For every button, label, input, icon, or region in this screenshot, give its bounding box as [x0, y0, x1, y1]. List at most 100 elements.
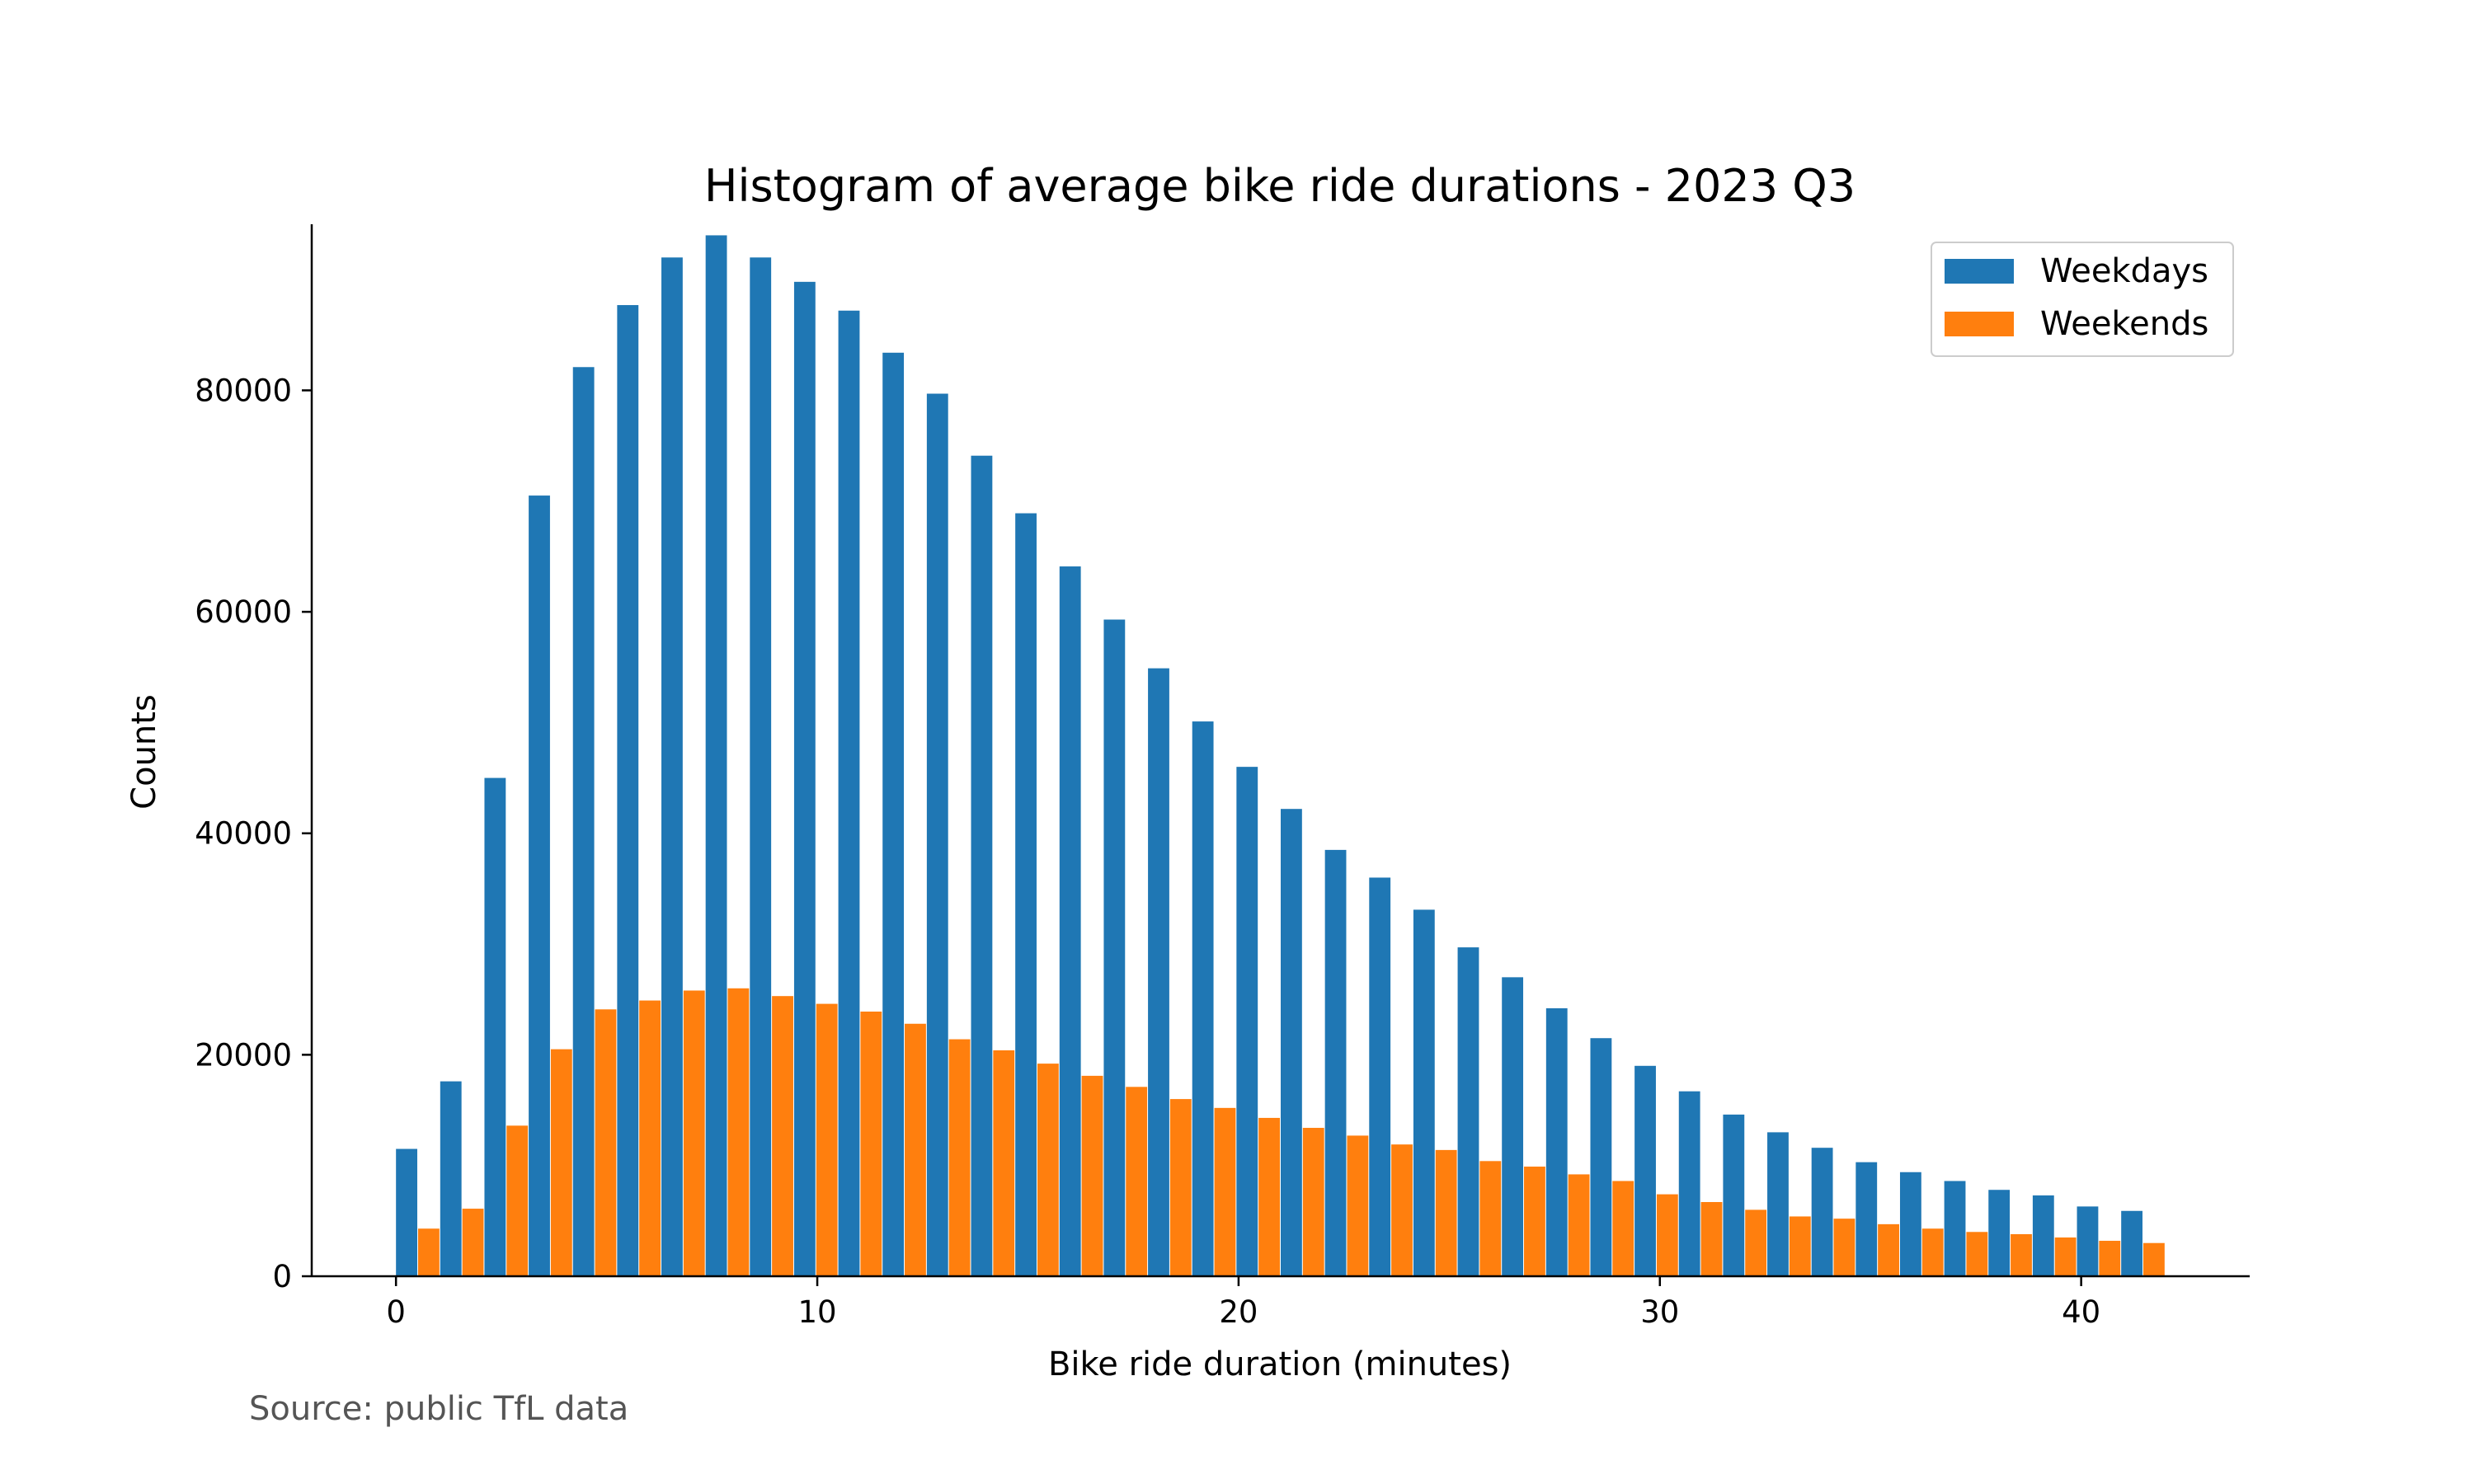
bar-weekends-1: [462, 1209, 484, 1276]
bar-weekends-39: [2143, 1242, 2165, 1276]
x-tick-label: 10: [797, 1294, 836, 1330]
source-note: Source: public TfL data: [249, 1390, 628, 1428]
bar-weekends-29: [1700, 1202, 1723, 1276]
bar-weekends-11: [905, 1023, 926, 1276]
bar-weekends-8: [772, 996, 793, 1276]
bar-weekends-3: [550, 1049, 572, 1276]
x-ticks-group: 0 10 20 30 40: [386, 1276, 2100, 1330]
bar-weekdays-39: [2121, 1210, 2143, 1276]
bar-weekdays-27: [1590, 1038, 1612, 1276]
bar-weekends-34: [1921, 1228, 1944, 1276]
x-axis-label: Bike ride duration (minutes): [1048, 1345, 1512, 1383]
bar-weekdays-34: [1899, 1172, 1921, 1276]
bar-weekdays-11: [882, 352, 905, 1277]
bar-weekends-12: [948, 1039, 971, 1276]
bar-weekdays-1: [440, 1081, 462, 1276]
bar-weekends-15: [1081, 1075, 1103, 1276]
legend-swatch-weekdays: [1945, 259, 2014, 284]
bar-weekends-18: [1214, 1107, 1236, 1276]
bar-weekends-37: [2054, 1237, 2077, 1276]
y-ticks-group: 0 20000 40000 60000 80000: [195, 373, 312, 1294]
bar-weekdays-2: [484, 777, 506, 1276]
bar-weekdays-14: [1015, 513, 1037, 1276]
y-tick-label: 60000: [195, 594, 292, 630]
bar-weekends-0: [417, 1228, 440, 1276]
bar-weekdays-6: [661, 257, 683, 1277]
bar-weekdays-26: [1545, 1007, 1568, 1276]
bar-weekends-10: [860, 1011, 882, 1276]
bar-weekdays-19: [1236, 767, 1258, 1276]
bar-weekends-14: [1037, 1064, 1059, 1276]
bar-weekdays-35: [1944, 1181, 1966, 1276]
bar-weekends-24: [1479, 1161, 1502, 1276]
y-tick-label: 20000: [195, 1037, 292, 1073]
axes-group: [310, 224, 2250, 1278]
bar-weekdays-29: [1678, 1091, 1700, 1276]
bar-weekends-9: [816, 1003, 838, 1276]
bar-weekends-26: [1568, 1174, 1590, 1276]
bar-weekdays-36: [1988, 1190, 2011, 1276]
bar-weekends-31: [1789, 1216, 1811, 1276]
bar-weekends-35: [1966, 1232, 1988, 1276]
bar-weekdays-31: [1767, 1132, 1789, 1276]
bar-weekends-33: [1878, 1223, 1899, 1276]
legend-label-weekdays: Weekdays: [2040, 252, 2208, 290]
bars-group: [396, 235, 2165, 1277]
bar-weekends-38: [2099, 1241, 2121, 1276]
bar-weekdays-5: [617, 305, 639, 1276]
bar-weekdays-28: [1634, 1065, 1656, 1276]
bar-weekends-6: [683, 990, 705, 1276]
bar-weekdays-15: [1059, 566, 1081, 1276]
bar-weekends-30: [1745, 1209, 1767, 1276]
bar-weekdays-10: [838, 310, 860, 1276]
bar-weekends-17: [1169, 1099, 1192, 1276]
bar-weekdays-12: [926, 393, 948, 1276]
bar-weekdays-22: [1369, 877, 1391, 1276]
bar-weekdays-25: [1502, 977, 1524, 1276]
y-tick-label: 40000: [195, 816, 292, 852]
bar-weekdays-8: [750, 257, 772, 1277]
bar-weekends-22: [1391, 1144, 1413, 1276]
bar-weekends-20: [1302, 1128, 1324, 1276]
bar-weekdays-32: [1811, 1148, 1833, 1276]
bar-weekends-36: [2011, 1233, 2032, 1276]
bar-weekdays-37: [2032, 1195, 2054, 1276]
legend: Weekdays Weekends: [1931, 242, 2234, 357]
bar-weekdays-24: [1457, 947, 1479, 1276]
bar-weekends-28: [1656, 1194, 1678, 1276]
bar-weekdays-7: [705, 235, 727, 1276]
bar-weekends-7: [727, 988, 750, 1276]
legend-swatch-weekends: [1945, 312, 2014, 336]
bar-weekends-16: [1126, 1087, 1148, 1276]
bar-weekends-2: [506, 1125, 529, 1276]
bar-weekends-19: [1258, 1117, 1280, 1276]
y-tick-label: 80000: [195, 373, 292, 408]
bar-weekends-5: [639, 1000, 661, 1276]
chart-title: Histogram of average bike ride durations…: [704, 160, 1856, 212]
bar-weekdays-9: [793, 281, 816, 1276]
x-tick-label: 20: [1219, 1294, 1258, 1330]
bar-weekends-21: [1347, 1135, 1369, 1276]
bar-weekends-27: [1612, 1181, 1634, 1276]
y-axis-label: Counts: [125, 694, 163, 810]
legend-label-weekends: Weekends: [2040, 305, 2208, 343]
bar-weekdays-30: [1723, 1114, 1745, 1276]
bar-weekends-25: [1524, 1167, 1545, 1276]
bar-weekdays-4: [572, 367, 595, 1277]
bar-weekends-32: [1833, 1219, 1856, 1276]
y-tick-label: 0: [272, 1259, 292, 1294]
x-tick-label: 40: [2062, 1294, 2100, 1330]
bar-weekdays-38: [2077, 1206, 2099, 1276]
bar-weekdays-20: [1281, 809, 1302, 1276]
bar-weekends-13: [993, 1050, 1015, 1276]
x-tick-label: 30: [1640, 1294, 1679, 1330]
bar-weekdays-21: [1324, 849, 1347, 1276]
x-tick-label: 0: [386, 1294, 406, 1330]
bar-weekdays-13: [971, 455, 993, 1276]
bar-weekdays-0: [396, 1148, 417, 1276]
bar-weekdays-17: [1148, 668, 1169, 1276]
bar-weekdays-18: [1192, 721, 1214, 1276]
bar-weekends-4: [595, 1009, 617, 1276]
bar-weekdays-3: [529, 495, 550, 1276]
